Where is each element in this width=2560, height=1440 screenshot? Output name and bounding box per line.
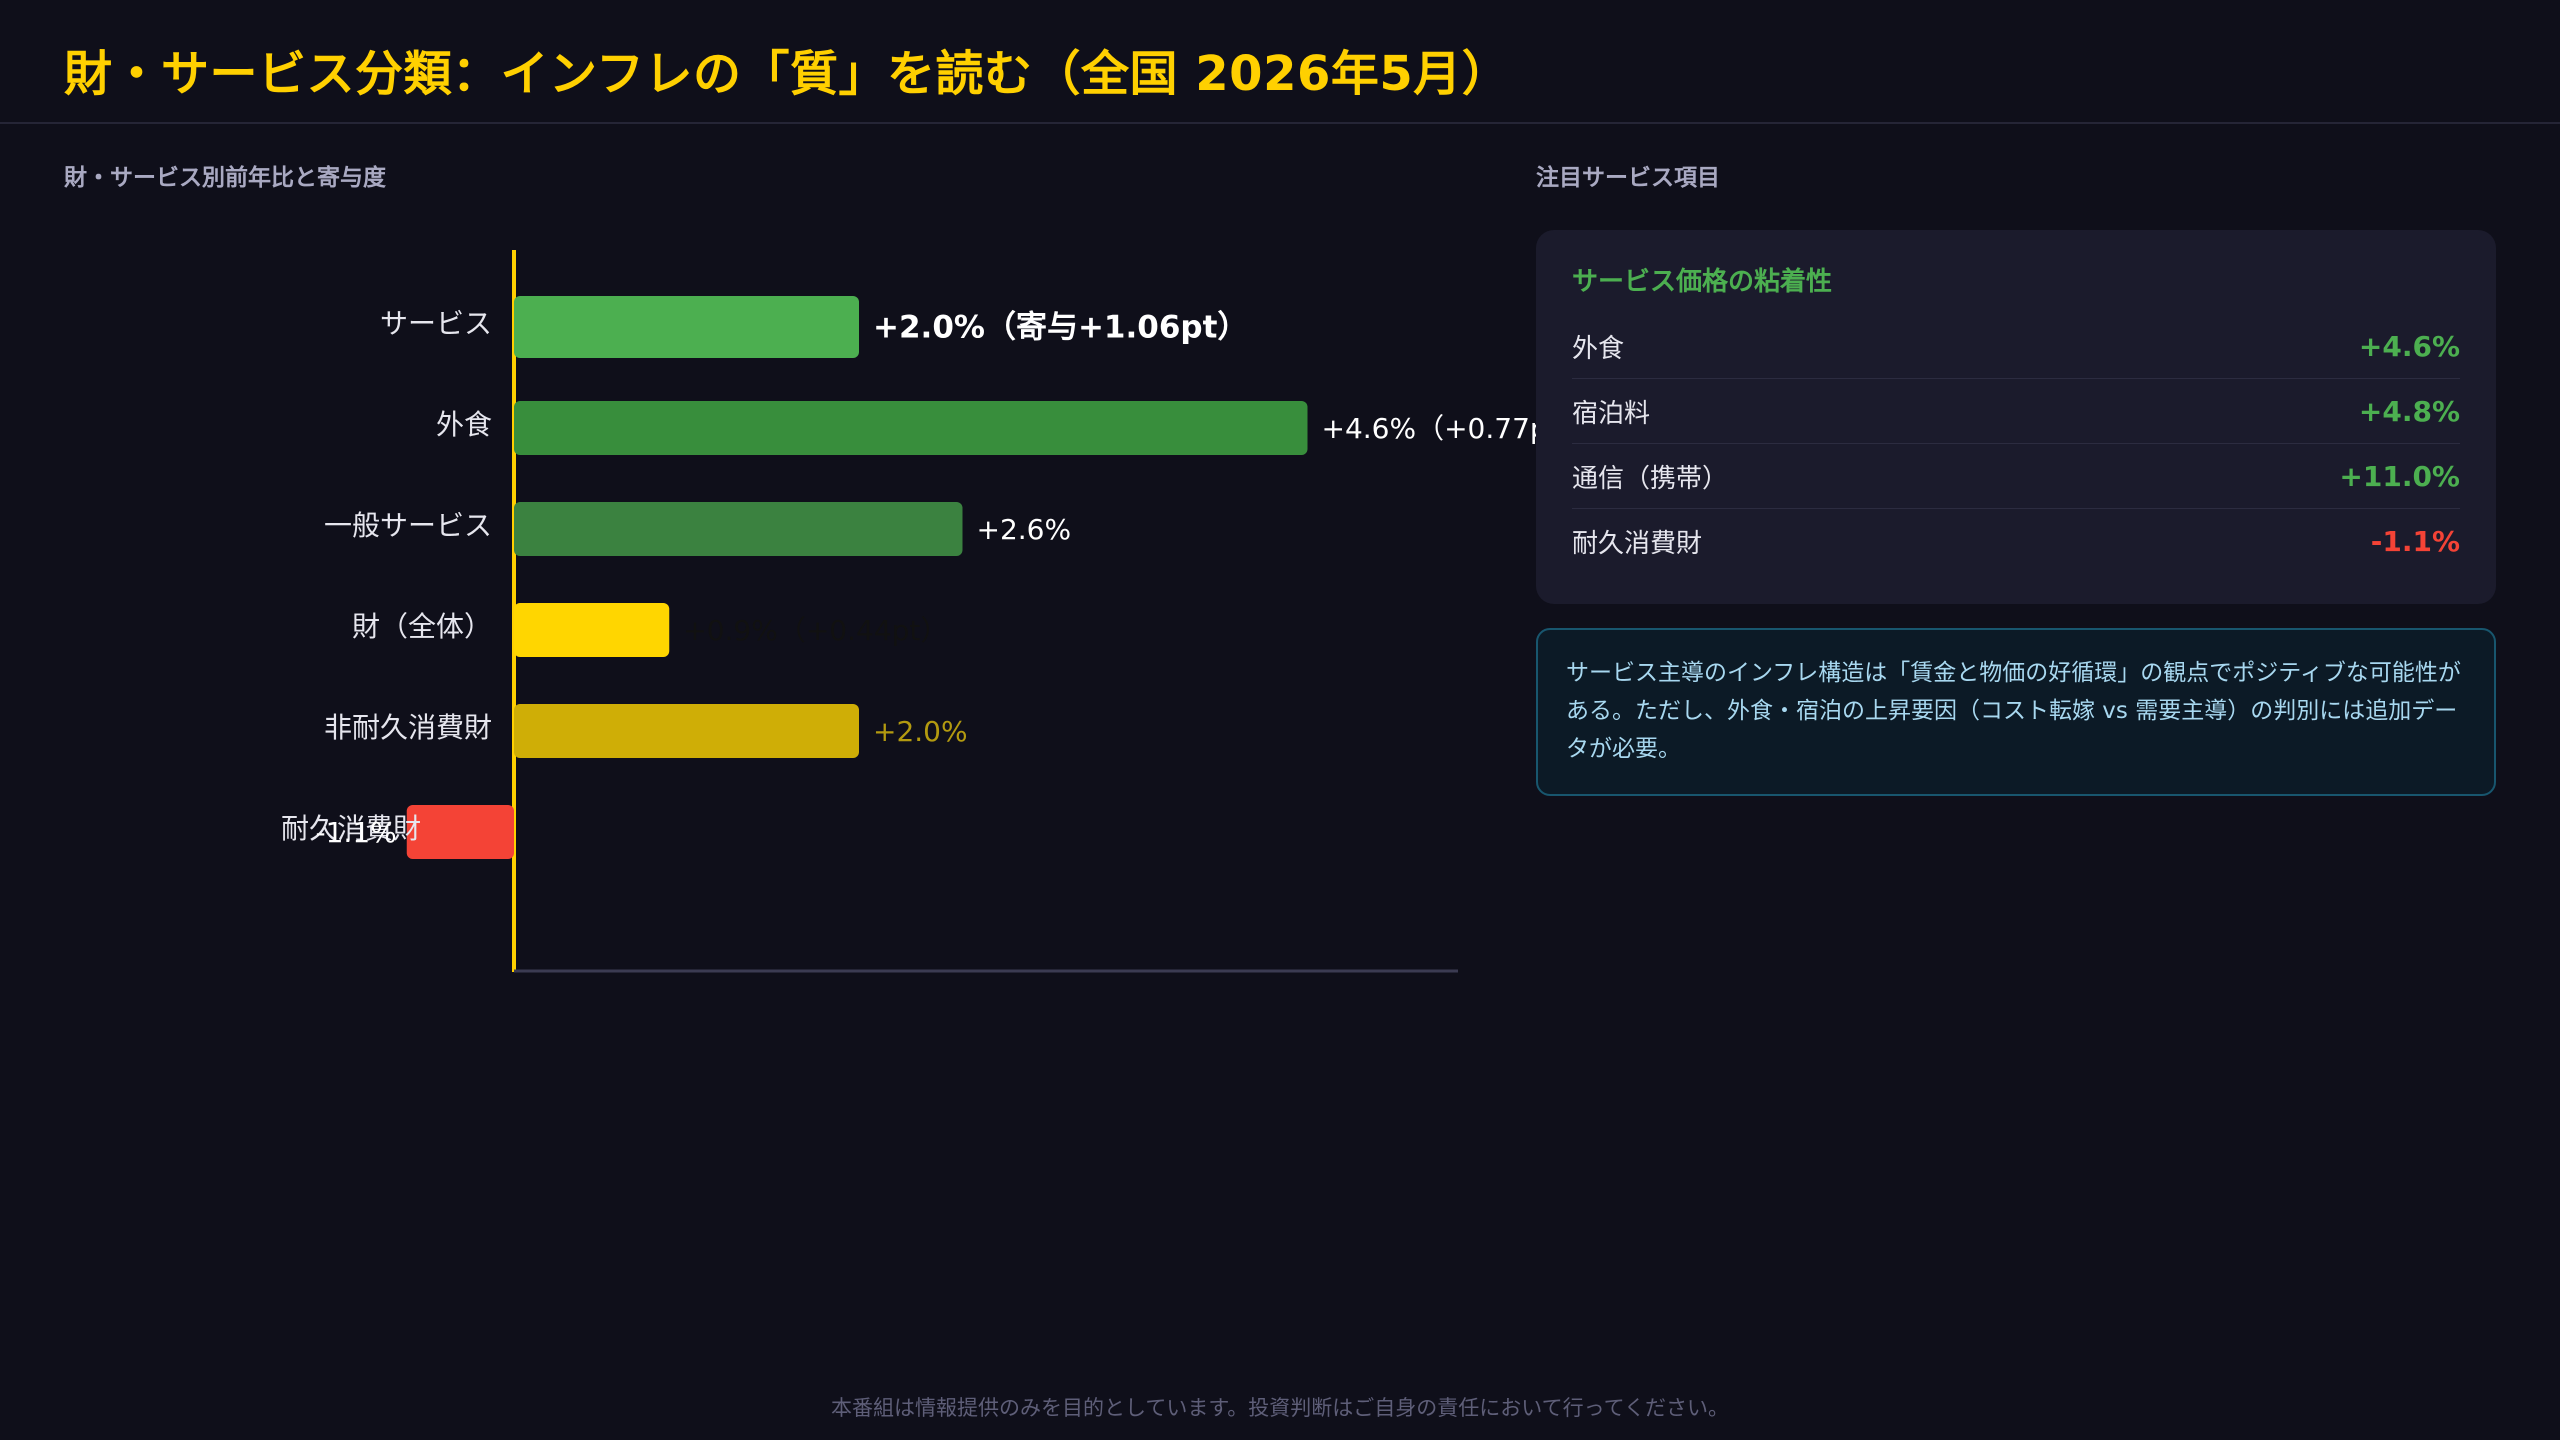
services-row-name: 通信（携帯） [1572, 463, 1729, 494]
services-row: 通信（携帯） +11.0% [1572, 444, 2460, 509]
value-label: +2.0%（寄与+1.06pt） [873, 310, 1248, 346]
category-label: 非耐久消費財 [324, 711, 492, 744]
value-label: +2.0% [873, 715, 968, 748]
bar [514, 704, 859, 758]
analysis-note: サービス主導のインフレ構造は「賃金と物価の好循環」の観点でポジティブな可能性があ… [1536, 628, 2496, 796]
services-row-name: 耐久消費財 [1572, 529, 1703, 559]
services-list: 外食 +4.6% 宿泊料 +4.8% 通信（携帯） +11.0% 耐久消費財 -1.1% [1572, 314, 2460, 574]
bar [514, 603, 670, 657]
yoy-contribution-bar-chart: サービス +2.0%（寄与+1.06pt）外食 +4.6%（+0.77pt）一般サー… [281, 250, 1587, 973]
category-label: サービス [380, 307, 492, 340]
services-row-value: +4.6% [2358, 329, 2460, 363]
category-label: 耐久消費財 [281, 812, 421, 845]
category-label: 一般サービス [324, 509, 492, 542]
bar [514, 401, 1308, 455]
services-stickiness-card: サービス価格の粘着性 外食 +4.6% 宿泊料 +4.8% 通信（携帯） +11.0% 耐久… [1536, 230, 2496, 604]
value-label: +0.9%（+0.44pt） [683, 614, 948, 647]
bar [514, 296, 859, 358]
services-row: 宿泊料 +4.8% [1572, 379, 2460, 444]
page-title: 財・サービス分類：インフレの「質」を読む（全国 2026年5月） [64, 46, 1511, 102]
value-label: -1.1% [316, 816, 397, 849]
services-row-name: 外食 [1572, 333, 1625, 364]
category-label: 外食 [436, 408, 492, 441]
disclaimer: 本番組は情報提供のみを目的としています。投資判断はご自身の責任において行ってくだ… [831, 1396, 1729, 1420]
bar [514, 502, 963, 556]
services-row-value: +11.0% [2339, 459, 2460, 493]
services-row: 耐久消費財 -1.1% [1572, 509, 2460, 574]
services-row: 外食 +4.6% [1572, 314, 2460, 379]
chart-section-label: 財・サービス別前年比と寄与度 [64, 165, 386, 191]
services-row-name: 宿泊料 [1572, 398, 1651, 429]
services-card-title: サービス価格の粘着性 [1572, 267, 1833, 297]
services-row-value: -1.1% [2370, 525, 2460, 558]
services-row-value: +4.8% [2358, 394, 2460, 428]
category-label: 財（全体） [352, 610, 492, 643]
bar [406, 805, 514, 859]
header: 財・サービス分類：インフレの「質」を読む（全国 2026年5月） [0, 0, 2560, 124]
services-section-label: 注目サービス項目 [1536, 165, 1720, 191]
value-label: +2.6% [977, 513, 1072, 546]
